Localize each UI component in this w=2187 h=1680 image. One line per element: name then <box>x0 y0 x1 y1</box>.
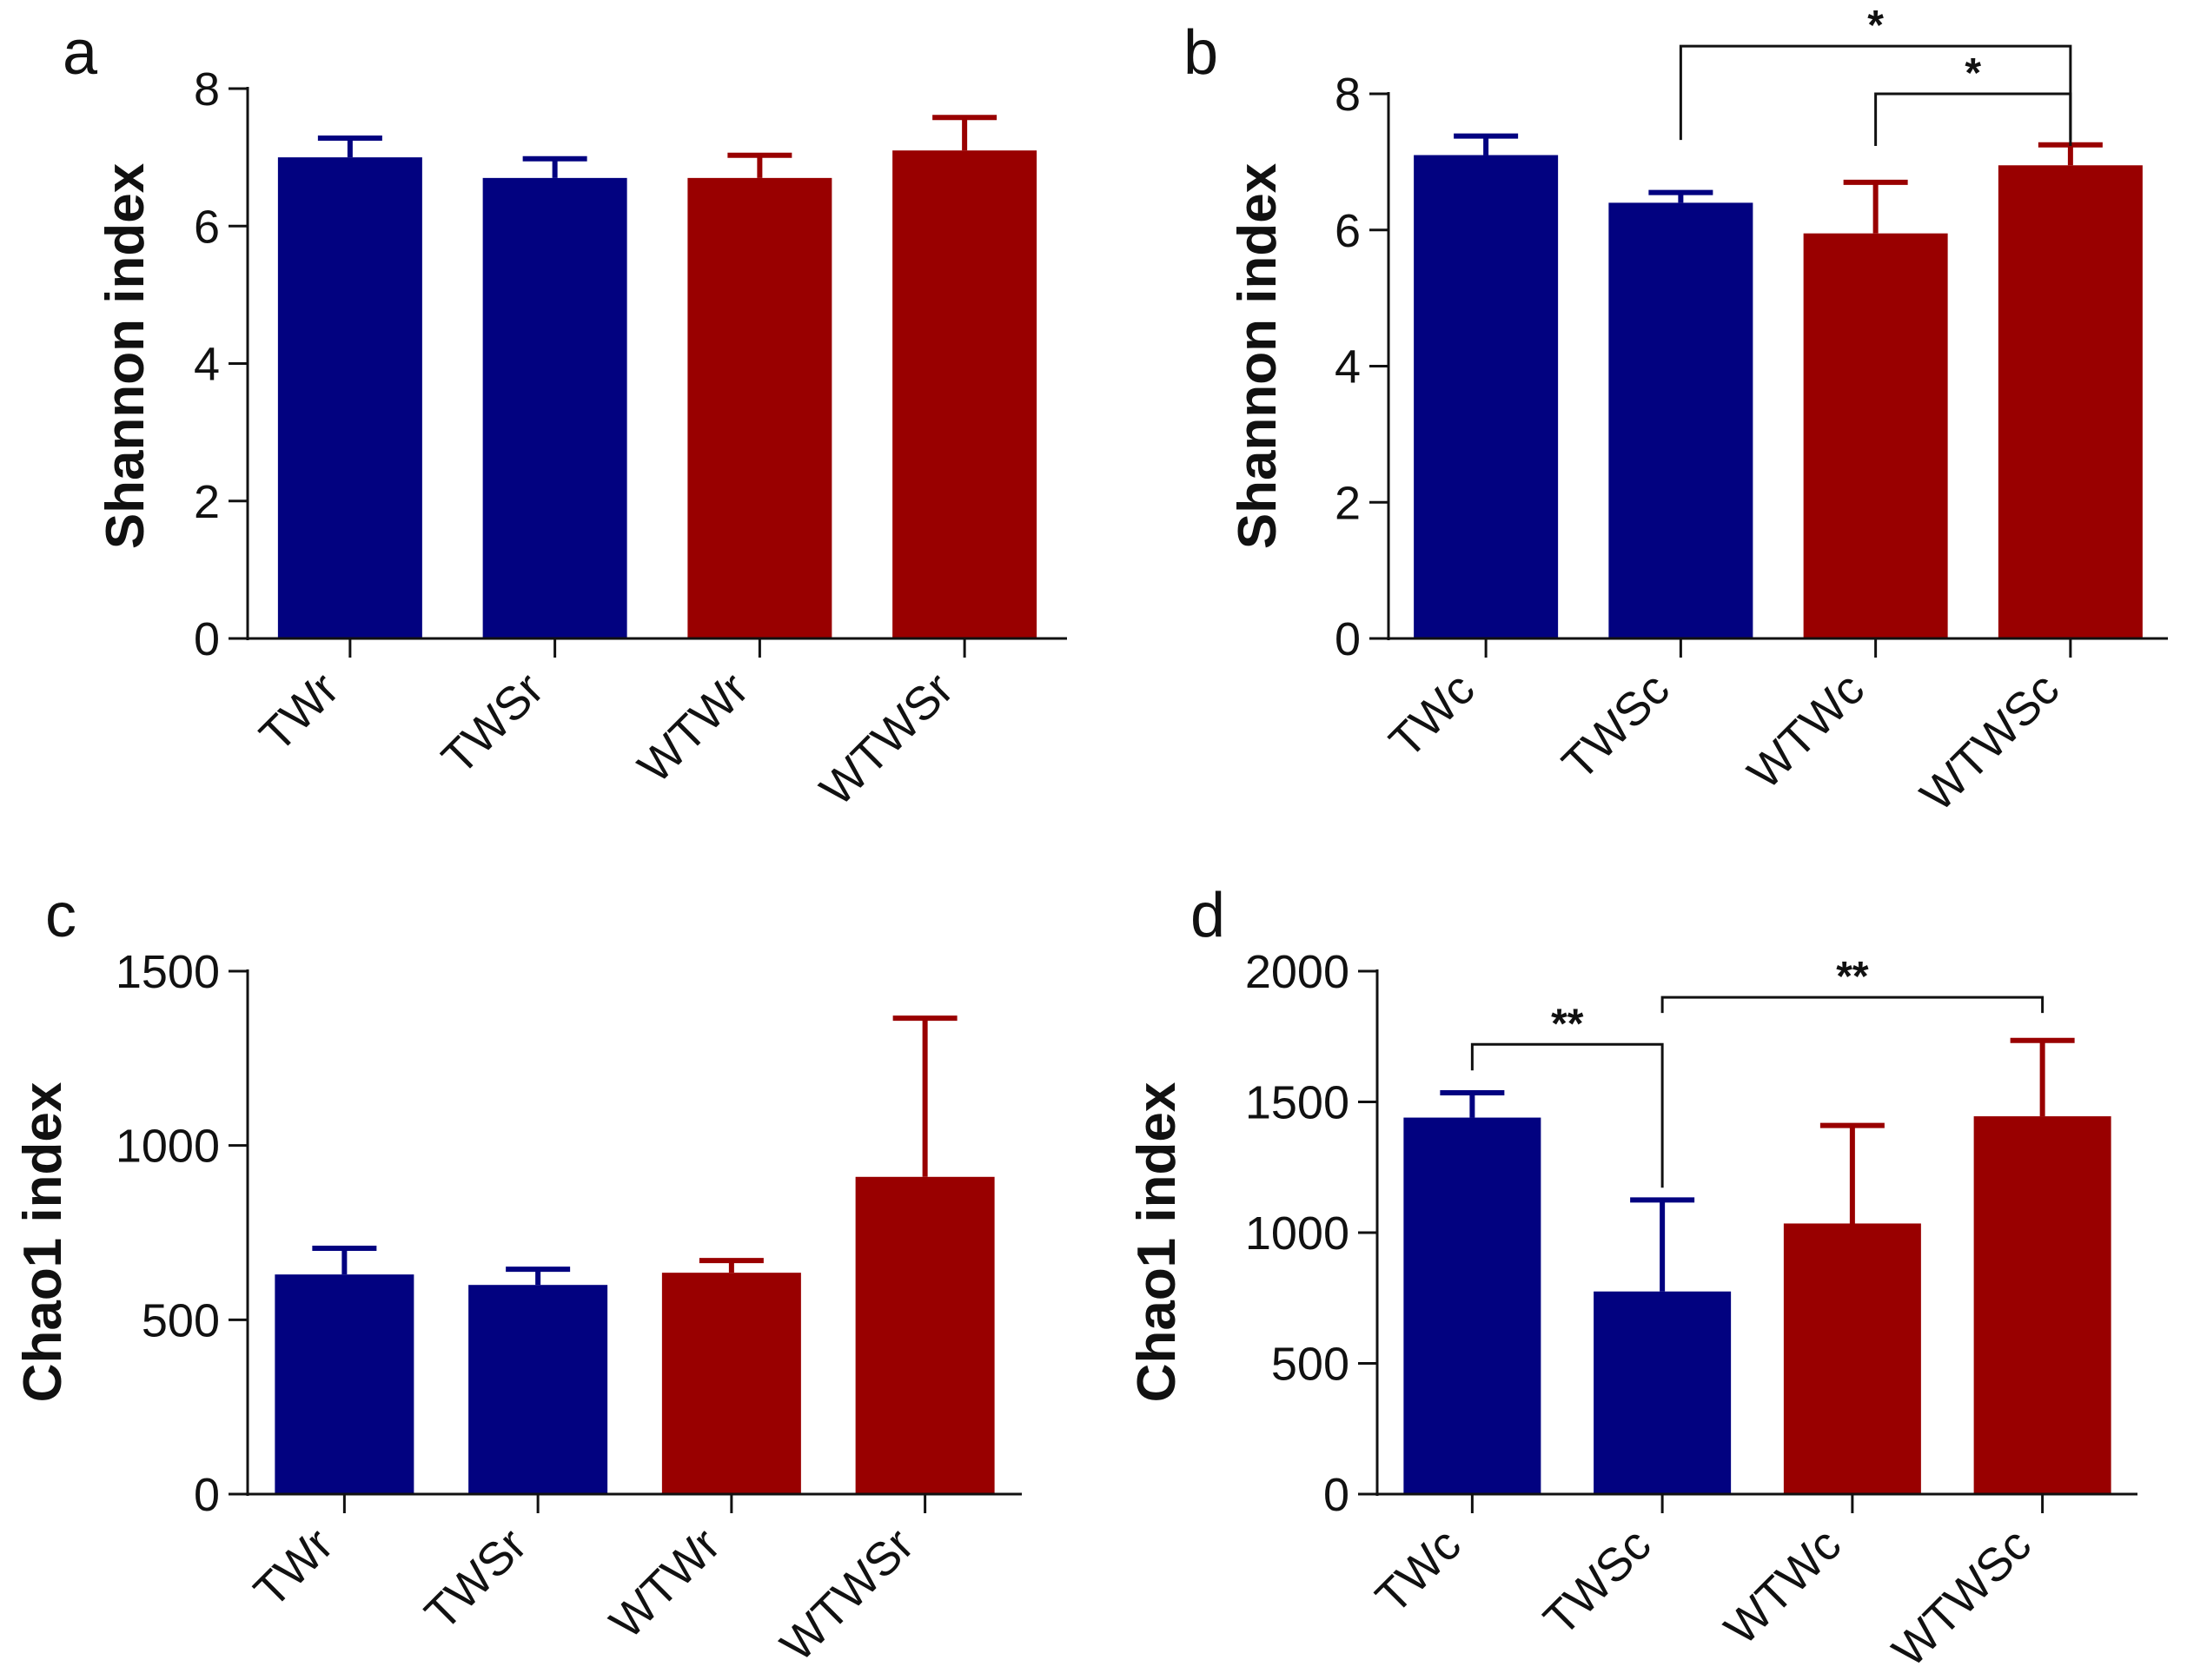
significance-label: * <box>1867 3 1884 49</box>
panel-d-letter: d <box>1190 881 1225 950</box>
significance-label: ** <box>1836 954 1869 1000</box>
significance-bracket <box>1874 92 2072 146</box>
y-tick-label: 1000 <box>1245 1207 1349 1260</box>
bar-twc <box>1403 1117 1541 1494</box>
significance-label: ** <box>1551 1001 1584 1047</box>
panel-b: b Shannon index 0 2 4 6 8 TWc TWSc WTWc WTWSc * * <box>1183 3 2168 821</box>
y-tick-label: 500 <box>142 1294 220 1346</box>
bar-wtwsc <box>1973 1116 2111 1494</box>
bar-twsc <box>1594 1291 1732 1494</box>
y-tick-label: 2 <box>194 476 220 528</box>
bar-twr <box>275 1274 414 1494</box>
y-tick-label: 0 <box>1335 613 1361 665</box>
bar-wtwr <box>687 177 832 639</box>
y-tick-label: 6 <box>1335 205 1361 257</box>
bar-twsc <box>1608 202 1753 638</box>
bar-twsr <box>482 177 627 639</box>
x-category-label: TWc <box>1366 1518 1471 1624</box>
bar-wtwsc <box>1998 165 2143 638</box>
y-tick-label: 0 <box>1323 1469 1349 1521</box>
significance-bracket <box>1470 1042 1664 1188</box>
panel-d: d Chao1 index 0 500 1000 1500 2000 TWc TWSc WTW… <box>1127 881 2137 1677</box>
y-tick-label: 2000 <box>1245 946 1349 998</box>
bar-wtwc <box>1783 1223 1921 1494</box>
x-category-label: WTWr <box>600 1518 730 1649</box>
x-category-label: WTWSr <box>811 663 964 816</box>
y-tick-label: 500 <box>1271 1339 1349 1391</box>
significance-bracket <box>1660 995 2045 1014</box>
bar-wtwr <box>661 1273 801 1494</box>
y-tick-label: 1500 <box>116 946 220 998</box>
bar-wtwc <box>1803 233 1948 638</box>
y-tick-label: 8 <box>194 63 220 116</box>
y-tick-label: 4 <box>194 339 220 391</box>
y-tick-label: 8 <box>1335 69 1361 121</box>
x-category-label: TWr <box>250 663 349 762</box>
x-category-label: TWc <box>1380 663 1485 768</box>
panel-b-y-axis-title: Shannon index <box>1228 162 1288 549</box>
panel-d-y-axis-title: Chao1 index <box>1127 1081 1187 1402</box>
x-category-label: WTWSr <box>771 1518 924 1671</box>
x-category-label: WTWr <box>628 663 759 793</box>
bar-wtwsr <box>892 150 1037 638</box>
panel-c-letter: c <box>45 881 76 950</box>
y-tick-label: 1000 <box>116 1121 220 1173</box>
bar-twsr <box>468 1285 608 1494</box>
panel-a-letter: a <box>63 18 98 88</box>
x-category-label: TWSr <box>415 1518 537 1640</box>
bar-twr <box>277 157 422 638</box>
y-tick-label: 4 <box>1335 341 1361 394</box>
panel-c-y-axis-title: Chao1 index <box>13 1081 73 1402</box>
x-category-label: TWSr <box>432 663 553 784</box>
x-category-label: TWSc <box>1534 1518 1660 1645</box>
bar-twc <box>1414 155 1559 639</box>
y-tick-label: 0 <box>194 1469 220 1521</box>
panel-a-y-axis-title: Shannon index <box>96 162 156 549</box>
x-category-label: TWr <box>244 1518 343 1617</box>
panel-b-letter: b <box>1183 18 1218 88</box>
panel-a: a Shannon index 0 2 4 6 8 TWr TWSr WTWr WTWSr <box>63 18 1067 816</box>
y-tick-label: 0 <box>194 613 220 665</box>
y-tick-label: 6 <box>194 201 220 253</box>
x-category-label: TWSc <box>1553 663 1680 790</box>
panel-c: c Chao1 index 0 500 1000 1500 TWr TWSr WTWr WTW… <box>13 881 1022 1671</box>
x-category-label: WTWc <box>1738 663 1874 799</box>
y-tick-label: 2 <box>1335 477 1361 529</box>
bar-wtwsr <box>855 1176 995 1494</box>
significance-label: * <box>1965 50 1981 96</box>
x-category-label: WTWSc <box>1911 663 2069 821</box>
x-category-label: WTWc <box>1714 1518 1851 1655</box>
y-tick-label: 1500 <box>1245 1077 1349 1129</box>
x-category-label: WTWSc <box>1883 1518 2041 1677</box>
